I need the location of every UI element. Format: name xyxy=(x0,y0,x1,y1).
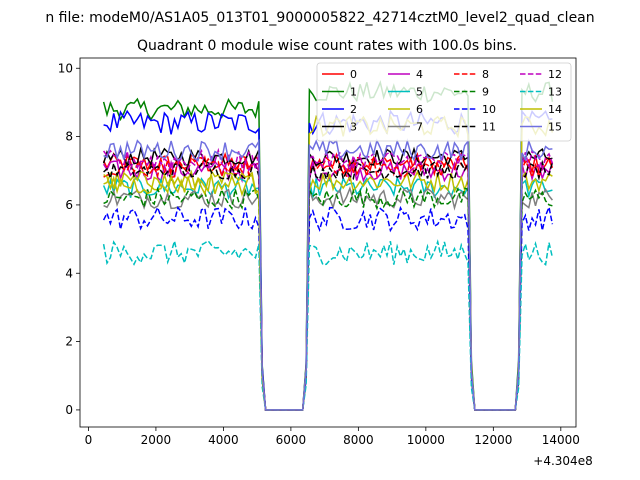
y-tick-label: 8 xyxy=(65,130,73,144)
y-tick-label: 2 xyxy=(65,335,73,349)
legend-box xyxy=(316,62,572,142)
series-line-9 xyxy=(103,186,553,411)
axes-frame xyxy=(79,57,577,428)
legend-label-13: 13 xyxy=(548,86,562,99)
legend-label-11: 11 xyxy=(482,121,496,134)
legend-label-0: 0 xyxy=(350,68,357,81)
series-line-12 xyxy=(102,147,554,411)
chart-title: Quadrant 0 module wise count rates with … xyxy=(137,38,517,54)
legend-label-15: 15 xyxy=(548,121,562,134)
x-tick-label: 12000 xyxy=(474,433,512,447)
series-line-15 xyxy=(103,138,553,411)
legend-label-14: 14 xyxy=(548,103,562,116)
legend-label-6: 6 xyxy=(416,103,423,116)
legend-label-12: 12 xyxy=(548,68,562,81)
x-tick-label: 8000 xyxy=(343,433,374,447)
x-tick-label: 4000 xyxy=(208,433,239,447)
legend-label-3: 3 xyxy=(350,121,357,134)
x-tick-label: 10000 xyxy=(407,433,445,447)
legend-label-8: 8 xyxy=(482,68,489,81)
series-layer xyxy=(102,79,554,411)
legend-label-4: 4 xyxy=(416,68,423,81)
y-tick-label: 0 xyxy=(65,403,73,417)
legend-label-9: 9 xyxy=(482,86,489,99)
x-tick-label: 14000 xyxy=(542,433,580,447)
x-axis-offset-label: +4.304e8 xyxy=(533,454,592,468)
x-tick-label: 2000 xyxy=(141,433,172,447)
x-tick-label: 6000 xyxy=(276,433,307,447)
y-tick-label: 6 xyxy=(65,198,73,212)
legend-label-10: 10 xyxy=(482,103,496,116)
legend-label-2: 2 xyxy=(350,103,357,116)
legend-label-5: 5 xyxy=(416,86,423,99)
legend-label-1: 1 xyxy=(350,86,357,99)
x-tick-label: 0 xyxy=(85,433,93,447)
figure-suptitle: n file: modeM0/AS1A05_013T01_9000005822_… xyxy=(45,10,594,26)
y-tick-label: 10 xyxy=(58,61,73,75)
legend-label-7: 7 xyxy=(416,121,423,134)
y-tick-label: 4 xyxy=(65,266,73,280)
